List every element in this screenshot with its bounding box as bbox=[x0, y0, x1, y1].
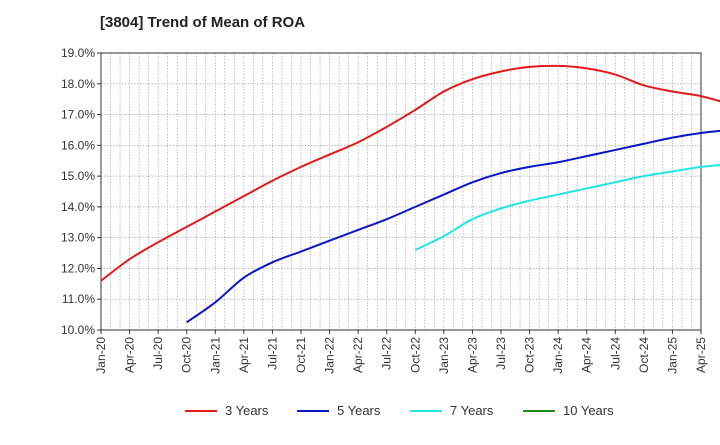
x-tick-label: Oct-22 bbox=[408, 337, 422, 373]
x-tick-label: Jan-23 bbox=[437, 337, 451, 374]
legend-label-10-years: 10 Years bbox=[563, 403, 614, 418]
y-tick-label: 17.0% bbox=[61, 108, 95, 122]
x-tick-label: Jul-22 bbox=[380, 337, 394, 370]
x-tick-label: Jan-25 bbox=[665, 337, 679, 374]
x-tick-label: Oct-24 bbox=[637, 337, 651, 373]
x-tick-label: Apr-24 bbox=[580, 337, 594, 373]
y-tick-label: 13.0% bbox=[61, 231, 95, 245]
y-tick-label: 18.0% bbox=[61, 77, 95, 91]
series-line-5-years bbox=[186, 129, 720, 324]
legend-label-7-years: 7 Years bbox=[450, 403, 494, 418]
legend-label-3-years: 3 Years bbox=[225, 403, 269, 418]
x-tick-label: Jul-21 bbox=[265, 337, 279, 370]
y-tick-label: 14.0% bbox=[61, 200, 95, 214]
legend-label-5-years: 5 Years bbox=[337, 403, 381, 418]
x-tick-label: Apr-23 bbox=[465, 337, 479, 373]
x-tick-label: Apr-21 bbox=[237, 337, 251, 373]
x-tick-label: Jul-20 bbox=[151, 337, 165, 370]
x-tick-label: Jul-24 bbox=[608, 337, 622, 370]
x-tick-label: Apr-25 bbox=[694, 337, 708, 373]
plot-area bbox=[101, 53, 701, 330]
x-tick-label: Jan-22 bbox=[323, 337, 337, 374]
x-tick-label: Oct-20 bbox=[180, 337, 194, 373]
x-tick-label: Jan-21 bbox=[208, 337, 222, 374]
y-tick-label: 11.0% bbox=[62, 292, 95, 306]
x-tick-label: Oct-23 bbox=[523, 337, 537, 373]
x-tick-label: Jan-24 bbox=[551, 337, 565, 374]
y-tick-label: 19.0% bbox=[61, 46, 95, 60]
y-tick-label: 15.0% bbox=[61, 169, 95, 183]
x-tick-label: Jul-23 bbox=[494, 337, 508, 370]
y-tick-label: 10.0% bbox=[61, 323, 95, 337]
x-tick-label: Apr-20 bbox=[123, 337, 137, 373]
chart-title: [3804] Trend of Mean of ROA bbox=[100, 14, 306, 31]
y-tick-label: 16.0% bbox=[61, 138, 95, 152]
plot-border bbox=[100, 52, 702, 331]
series-line-3-years bbox=[100, 64, 720, 282]
x-tick-label: Jan-20 bbox=[94, 337, 108, 374]
x-tick-label: Oct-21 bbox=[294, 337, 308, 373]
y-tick-label: 12.0% bbox=[61, 261, 95, 275]
x-tick-label: Apr-22 bbox=[351, 337, 365, 373]
series-line-7-years bbox=[414, 164, 720, 251]
